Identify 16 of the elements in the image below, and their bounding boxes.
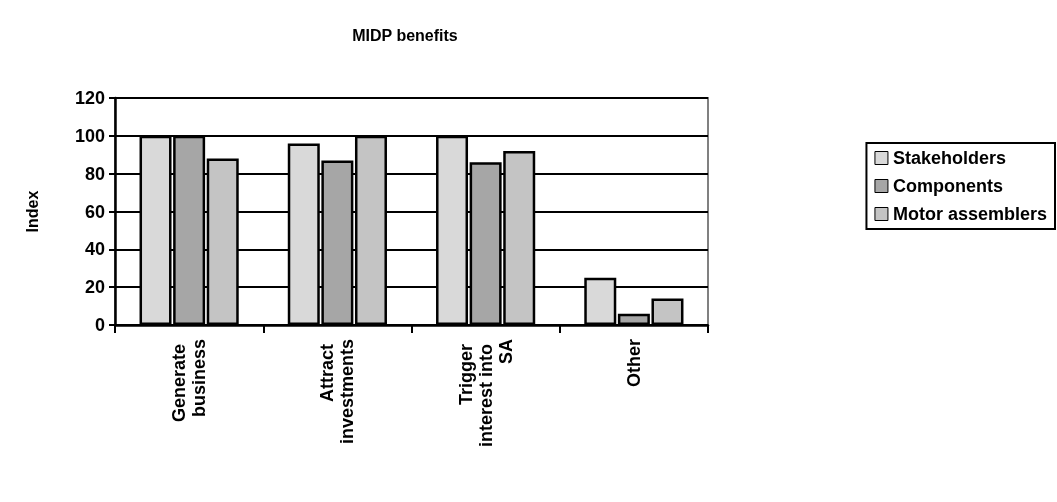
y-tick-label: 80: [84, 163, 105, 184]
legend-label: Motor assemblers: [892, 204, 1048, 224]
legend-label: Components: [892, 176, 1003, 196]
x-tick-label: Generate business: [169, 339, 210, 423]
y-tick-label: 40: [84, 239, 105, 260]
x-tick-label: Trigger interest into SA: [455, 339, 516, 448]
y-tick-label: 100: [74, 125, 105, 146]
x-tick-label: Other: [623, 339, 644, 388]
y-axis-title: Index: [23, 190, 41, 233]
y-tick-label: 120: [74, 88, 105, 108]
y-tick-label: 20: [84, 277, 105, 298]
chart-title: MIDP benefits: [352, 26, 458, 44]
x-tick-label: Attract investments: [317, 339, 358, 445]
y-tick-label: 60: [84, 201, 105, 222]
legend-label: Stakeholders: [892, 148, 1006, 168]
y-tick-label: 0: [94, 315, 105, 335]
